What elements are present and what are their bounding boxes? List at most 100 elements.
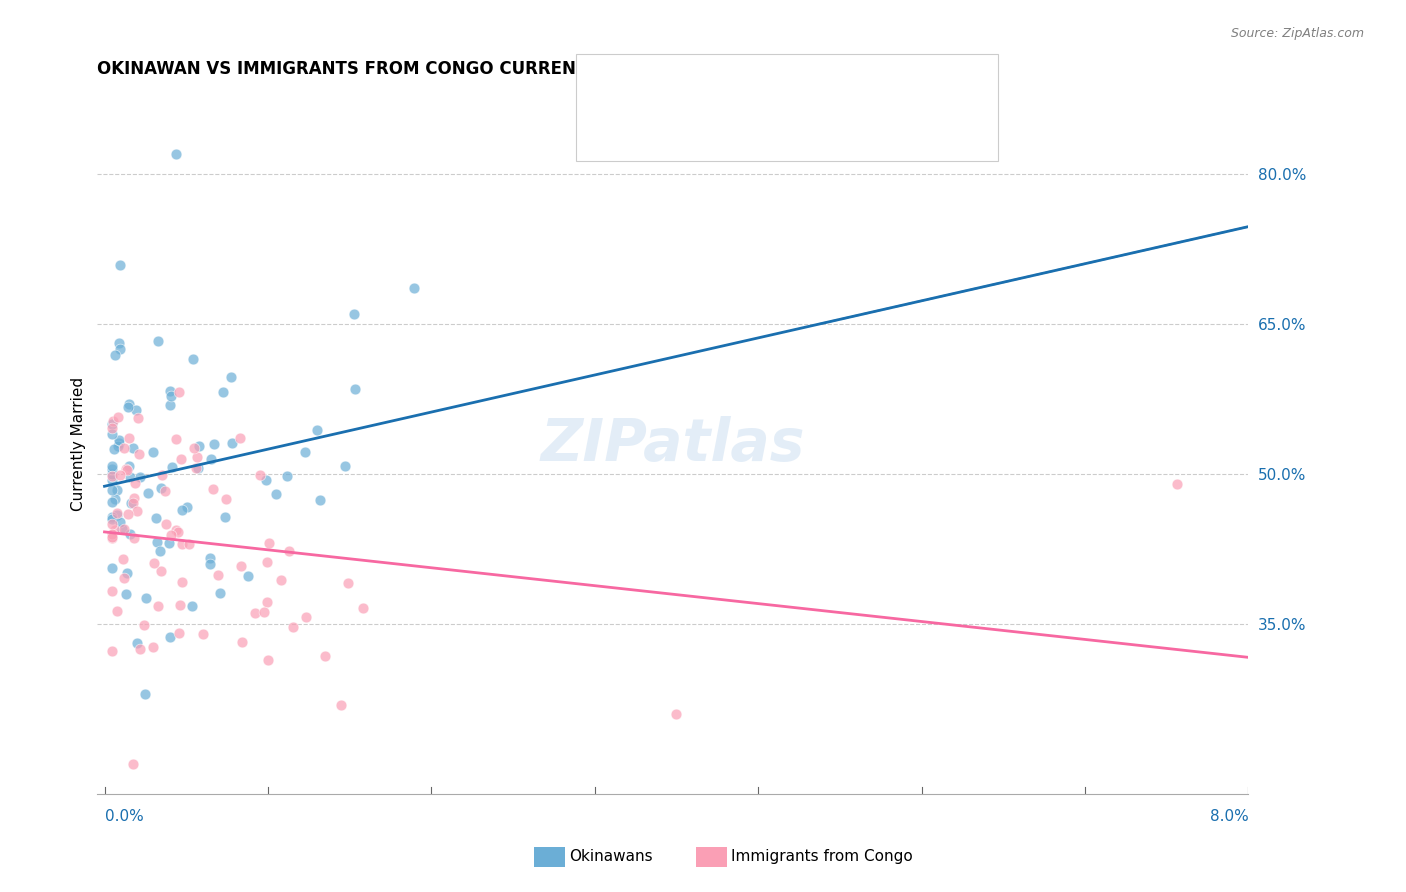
Text: 0.0%: 0.0% bbox=[104, 809, 143, 823]
Point bbox=[211, 384, 233, 399]
Point bbox=[124, 475, 146, 490]
Text: Source: ZipAtlas.com: Source: ZipAtlas.com bbox=[1230, 27, 1364, 40]
Point bbox=[238, 568, 260, 582]
Point bbox=[120, 470, 142, 484]
Point bbox=[270, 573, 292, 587]
Point bbox=[207, 568, 229, 582]
Point bbox=[176, 500, 198, 515]
Point bbox=[201, 482, 224, 496]
Point bbox=[243, 606, 266, 620]
Point bbox=[160, 389, 183, 403]
Point bbox=[101, 531, 124, 545]
Point bbox=[165, 147, 187, 161]
Point bbox=[159, 398, 181, 412]
Point bbox=[177, 536, 200, 550]
Point bbox=[112, 441, 135, 455]
Point bbox=[110, 342, 132, 356]
Point bbox=[159, 384, 181, 399]
Point bbox=[129, 641, 152, 656]
Point bbox=[149, 544, 172, 558]
Point bbox=[100, 417, 122, 432]
Point bbox=[172, 503, 194, 517]
Point bbox=[167, 626, 190, 640]
Point bbox=[142, 640, 165, 655]
Point bbox=[127, 411, 149, 425]
Point bbox=[152, 467, 174, 482]
Point bbox=[249, 467, 271, 482]
Point bbox=[330, 698, 353, 712]
Text: 8.0%: 8.0% bbox=[1209, 809, 1249, 823]
Text: 77: 77 bbox=[832, 120, 853, 136]
Point bbox=[256, 555, 278, 569]
Point bbox=[150, 564, 173, 578]
Point bbox=[100, 467, 122, 481]
Point bbox=[120, 496, 142, 510]
Point bbox=[118, 431, 141, 445]
Point bbox=[231, 635, 253, 649]
Point bbox=[114, 462, 136, 476]
Point bbox=[157, 535, 180, 549]
Point bbox=[124, 491, 146, 506]
Text: N =: N = bbox=[776, 120, 815, 136]
Point bbox=[100, 509, 122, 524]
Point bbox=[122, 531, 145, 545]
Point bbox=[169, 598, 191, 612]
Point bbox=[115, 463, 138, 477]
Point bbox=[107, 409, 129, 424]
Point bbox=[278, 544, 301, 558]
Text: N =: N = bbox=[776, 87, 815, 103]
Point bbox=[294, 445, 316, 459]
Point bbox=[100, 561, 122, 575]
Point bbox=[219, 370, 242, 384]
Point bbox=[229, 431, 252, 445]
Point bbox=[308, 493, 330, 508]
Point bbox=[181, 599, 204, 613]
Point bbox=[101, 414, 124, 428]
Point bbox=[105, 483, 128, 497]
Point bbox=[253, 605, 276, 619]
Point bbox=[307, 424, 329, 438]
Point bbox=[100, 529, 122, 543]
Point bbox=[336, 576, 359, 591]
Point bbox=[134, 618, 156, 632]
Text: R =: R = bbox=[647, 87, 685, 103]
Point bbox=[128, 470, 150, 484]
Point bbox=[108, 468, 131, 483]
Point bbox=[103, 442, 125, 456]
Point bbox=[276, 469, 298, 483]
Point bbox=[105, 508, 128, 522]
Point bbox=[204, 436, 226, 450]
Point bbox=[191, 626, 214, 640]
Point bbox=[160, 459, 183, 474]
Point bbox=[100, 583, 122, 598]
Point bbox=[150, 481, 173, 495]
Point bbox=[167, 524, 190, 539]
Point bbox=[108, 436, 131, 450]
Point bbox=[256, 594, 278, 608]
Point bbox=[100, 421, 122, 435]
Text: -0.215: -0.215 bbox=[696, 120, 751, 136]
Text: 0.011: 0.011 bbox=[707, 87, 755, 103]
Point bbox=[170, 537, 193, 551]
Point bbox=[187, 439, 209, 453]
Point bbox=[146, 334, 169, 349]
Point bbox=[160, 528, 183, 542]
Point bbox=[110, 522, 132, 536]
Point bbox=[120, 526, 142, 541]
Point bbox=[169, 384, 191, 399]
Point bbox=[100, 527, 122, 541]
Point bbox=[186, 450, 208, 464]
Point bbox=[335, 458, 357, 473]
Point bbox=[104, 348, 127, 362]
Point bbox=[121, 496, 143, 510]
Point bbox=[127, 636, 149, 650]
Point bbox=[186, 460, 208, 475]
Point bbox=[187, 461, 209, 475]
Point bbox=[127, 504, 149, 518]
Point bbox=[221, 436, 243, 450]
Point bbox=[134, 687, 156, 701]
Point bbox=[153, 483, 176, 498]
Point bbox=[159, 630, 181, 644]
Point bbox=[215, 491, 238, 506]
Point bbox=[117, 400, 139, 414]
